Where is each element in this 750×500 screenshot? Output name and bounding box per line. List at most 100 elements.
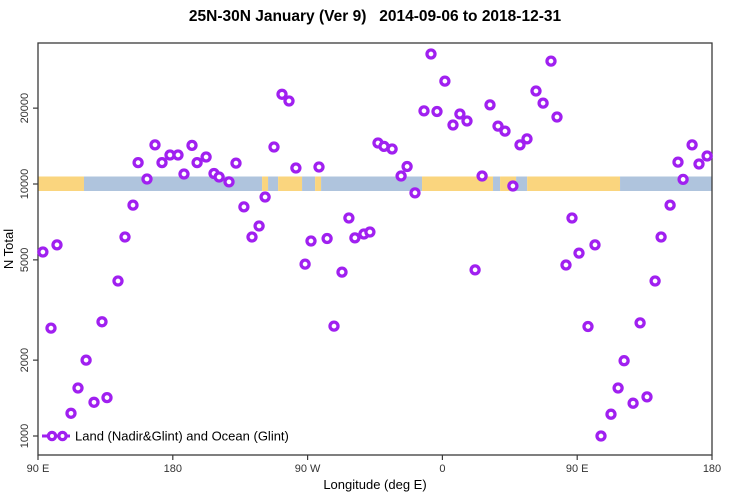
data-point <box>701 150 713 162</box>
data-point <box>72 382 84 394</box>
data-point <box>364 226 376 238</box>
data-point <box>634 317 646 329</box>
data-point <box>213 171 225 183</box>
data-point <box>484 99 496 111</box>
y-tick-label: 20000 <box>19 93 31 124</box>
data-point <box>551 111 563 123</box>
data-point <box>439 75 451 87</box>
surface-band <box>38 176 712 191</box>
x-tick-label: 90 E <box>27 463 50 475</box>
data-point <box>605 408 617 420</box>
y-tick-label: 1000 <box>19 424 31 448</box>
data-point <box>37 246 49 258</box>
data-point <box>560 259 572 271</box>
data-point <box>425 48 437 60</box>
x-tick-label: 180 <box>164 463 182 475</box>
data-point <box>253 220 265 232</box>
data-point <box>672 156 684 168</box>
data-point <box>507 180 519 192</box>
band-segment-land <box>262 176 269 191</box>
data-point <box>447 119 459 131</box>
data-point <box>101 391 113 404</box>
band-segment-ocean <box>302 176 316 191</box>
data-point <box>290 162 302 174</box>
band-segment-land <box>527 176 621 191</box>
legend-marker-icon <box>57 430 68 442</box>
data-point <box>677 173 689 186</box>
data-point <box>649 275 661 287</box>
band-segment-ocean <box>321 176 423 191</box>
x-axis-label: Longitude (deg E) <box>323 477 426 492</box>
data-point <box>521 133 533 145</box>
data-point <box>283 95 295 107</box>
band-segment-ocean <box>516 176 528 191</box>
data-point <box>514 139 526 151</box>
data-point <box>693 158 705 170</box>
data-point <box>409 187 421 199</box>
data-point <box>141 173 153 185</box>
data-point <box>178 168 190 180</box>
data-point <box>65 407 77 419</box>
data-point <box>268 141 280 153</box>
data-point <box>328 320 340 332</box>
data-point <box>96 316 108 328</box>
y-tick-label: 2000 <box>19 348 31 372</box>
band-segment-ocean <box>83 176 263 191</box>
data-point <box>566 212 578 224</box>
data-point <box>132 156 144 169</box>
data-point <box>336 266 348 278</box>
band-segment-land <box>422 176 494 191</box>
axis-ticks: 90 E 180 90 W 0 90 E 180 1000 2000 5000 10000 2000… <box>19 93 721 475</box>
data-point <box>418 105 430 117</box>
data-point <box>582 320 594 333</box>
data-point <box>641 391 653 403</box>
data-point <box>246 231 258 243</box>
data-point <box>461 115 473 127</box>
data-point <box>186 139 198 152</box>
data-point <box>276 88 288 100</box>
band-segment-land <box>278 176 303 191</box>
band-segment-ocean <box>620 176 712 191</box>
x-tick-label: 0 <box>439 463 445 475</box>
data-point <box>618 355 630 367</box>
data-point <box>469 264 481 276</box>
data-point <box>595 430 607 442</box>
band-segment-land <box>315 176 322 191</box>
data-point <box>386 143 398 155</box>
legend-marker-icon <box>46 430 58 442</box>
data-points <box>37 48 713 442</box>
data-point <box>45 322 57 334</box>
data-point <box>149 139 161 151</box>
y-axis-label: N Total <box>1 229 16 269</box>
data-point <box>589 239 601 251</box>
data-point <box>80 354 92 366</box>
data-point <box>499 125 511 137</box>
data-point <box>655 231 667 243</box>
y-tick-label: 5000 <box>19 248 31 272</box>
data-point <box>627 397 639 409</box>
data-point <box>492 120 504 132</box>
data-point <box>343 212 355 224</box>
x-tick-label: 90 W <box>295 463 321 475</box>
band-segment-land <box>38 176 84 191</box>
data-point <box>664 199 676 211</box>
data-point <box>401 160 413 173</box>
data-point <box>395 170 407 182</box>
data-point <box>112 275 124 287</box>
plot-frame <box>37 42 713 456</box>
data-point <box>537 97 549 109</box>
data-point <box>119 231 131 243</box>
band-segment-ocean <box>268 176 279 191</box>
chart-title: 25N-30N January (Ver 9) 2014-09-06 to 20… <box>188 8 562 25</box>
x-tick-label: 90 E <box>566 463 589 475</box>
data-point <box>223 176 235 188</box>
data-point <box>431 105 443 118</box>
legend-label: Land (Nadir&Glint) and Ocean (Glint) <box>75 429 289 444</box>
data-point <box>156 156 168 169</box>
data-point <box>313 161 325 173</box>
data-point <box>612 382 624 394</box>
data-point <box>299 258 311 270</box>
legend: Land (Nadir&Glint) and Ocean (Glint) <box>42 429 289 444</box>
data-point <box>573 247 585 259</box>
